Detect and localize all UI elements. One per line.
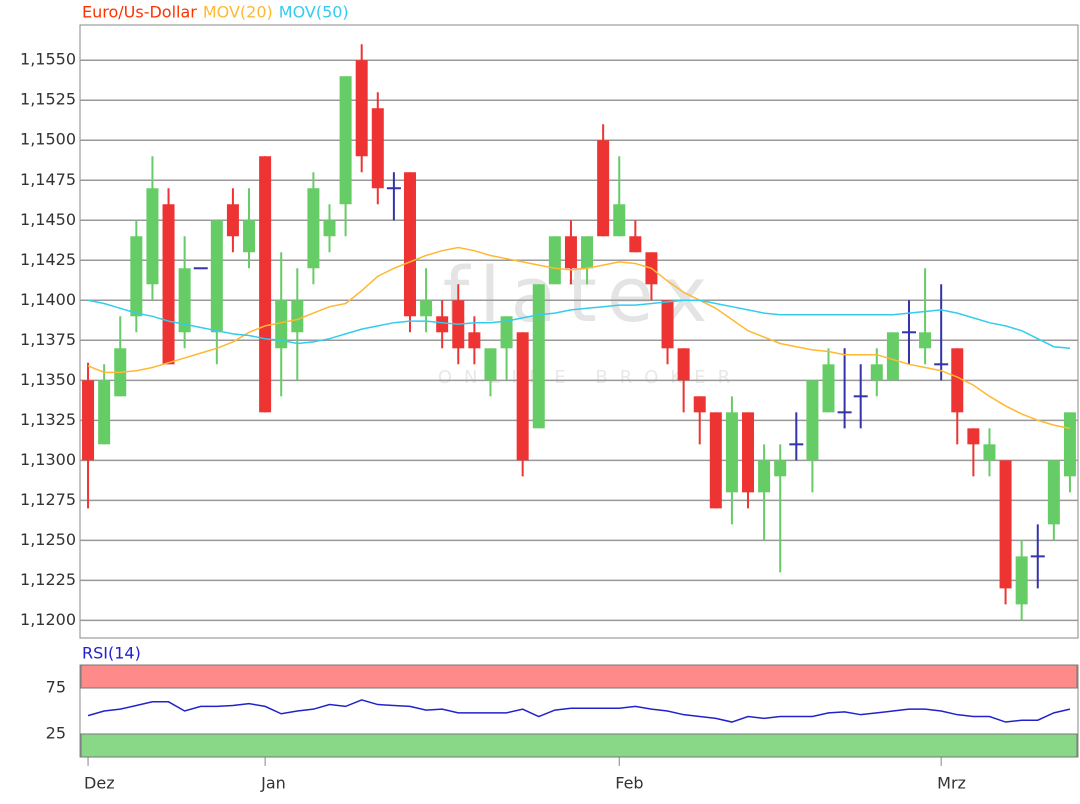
candle-body (983, 444, 996, 461)
y-tick-label: 1,1225 (20, 570, 76, 589)
x-tick-label: Feb (615, 774, 643, 793)
y-tick-label: 1,1375 (20, 330, 76, 349)
candle-body (1063, 412, 1076, 477)
y-tick-label: 1,1550 (20, 50, 76, 69)
y-tick-label: 1,1200 (20, 610, 76, 629)
y-tick-label: 1,1350 (20, 370, 76, 389)
candle-body (661, 300, 674, 349)
y-tick-label: 25 (46, 724, 66, 743)
candle-body (581, 236, 594, 269)
y-tick-label: 1,1250 (20, 530, 76, 549)
watermark-sub: ONLINE BROKER (438, 367, 742, 388)
rsi-title: RSI(14) (82, 644, 141, 663)
y-tick-label: 1,1325 (20, 410, 76, 429)
candle-body (178, 268, 191, 333)
x-tick-label: Mrz (937, 774, 966, 793)
moving-average-line (87, 246, 1071, 430)
x-tick-label: Dez (84, 774, 115, 793)
legend-label: MOV(50) (279, 3, 349, 22)
y-tick-label: 1,1425 (20, 250, 76, 269)
candle-body (774, 460, 787, 477)
candle-body (420, 300, 433, 317)
candle-body (323, 220, 336, 237)
candle-body (484, 348, 497, 381)
candle-body (275, 300, 288, 349)
candle-body (564, 236, 577, 269)
candle-body (822, 364, 835, 413)
legend-label: MOV(20) (203, 3, 273, 22)
y-tick-label: 1,1400 (20, 290, 76, 309)
candle-body (806, 380, 819, 461)
candle-body (967, 428, 980, 445)
y-tick-label: 1,1475 (20, 170, 76, 189)
candle-body (82, 380, 95, 461)
candle-body (597, 140, 610, 237)
candle-body (677, 348, 690, 381)
candle-body (468, 332, 481, 349)
candle-body (725, 412, 738, 493)
candle-body (886, 332, 899, 381)
candle-body (629, 236, 642, 253)
candle-body (355, 60, 368, 157)
y-tick-label: 1,1300 (20, 450, 76, 469)
y-tick-label: 75 (46, 678, 66, 697)
candle-body (146, 188, 159, 285)
candle-body (548, 236, 561, 285)
candle-body (210, 220, 223, 333)
candle-body (98, 380, 111, 445)
legend-label: Euro/Us-Dollar (82, 3, 197, 22)
candle-body (613, 204, 626, 237)
y-tick-label: 1,1500 (20, 130, 76, 149)
y-tick-label: 1,1275 (20, 490, 76, 509)
candle-body (999, 460, 1012, 589)
candle-body (919, 332, 932, 349)
rsi-band (80, 664, 1078, 689)
candle-body (259, 156, 272, 413)
candle-body (243, 220, 256, 253)
candle-body (709, 412, 722, 509)
candle-body (226, 204, 239, 237)
candle-body (758, 460, 771, 493)
candle-body (951, 348, 964, 413)
candle-body (1047, 460, 1060, 525)
candle-body (1015, 556, 1028, 605)
rsi-line (87, 699, 1071, 723)
candle-body (436, 316, 449, 333)
candle-body (693, 396, 706, 413)
candle-body (870, 364, 883, 381)
candle-body (500, 316, 513, 349)
candle-body (403, 172, 416, 317)
watermark: flatex (443, 250, 718, 339)
candle-body (339, 76, 352, 205)
candle-body (742, 412, 755, 493)
candle-body (516, 332, 529, 461)
candle-body (130, 236, 143, 317)
candle-body (371, 108, 384, 189)
candle-body (532, 284, 545, 429)
candle-body (307, 188, 320, 269)
x-tick-label: Jan (260, 774, 286, 793)
y-tick-label: 1,1525 (20, 90, 76, 109)
candle-body (291, 300, 304, 333)
rsi-band (80, 733, 1078, 758)
candle-body (162, 204, 175, 365)
moving-average-line (87, 299, 1071, 350)
y-tick-label: 1,1450 (20, 210, 76, 229)
